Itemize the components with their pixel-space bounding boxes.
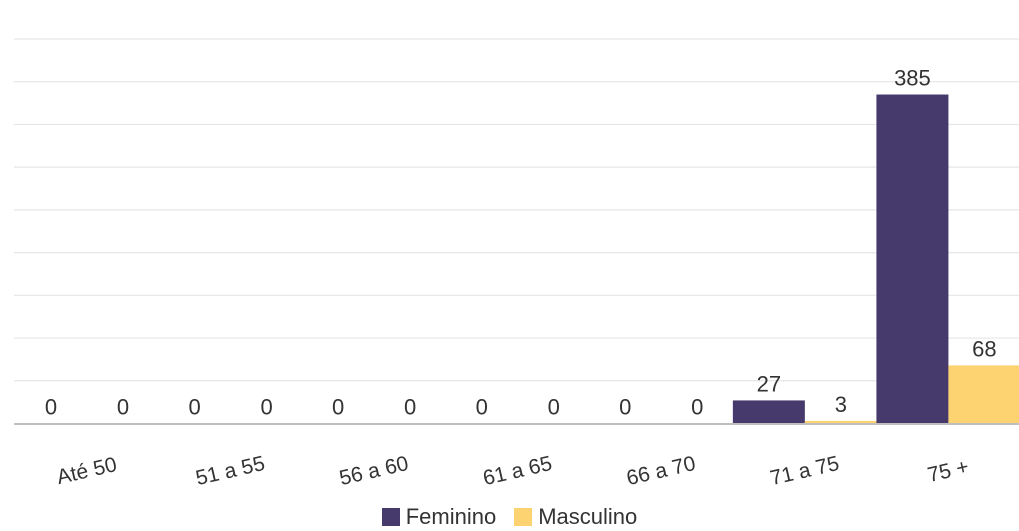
- data-label: 3: [835, 392, 847, 417]
- x-tick-label: Até 50: [55, 453, 119, 489]
- x-tick-label: 71 a 75: [768, 452, 841, 490]
- bar-feminino: [876, 94, 949, 424]
- data-label: 0: [45, 395, 57, 420]
- legend-swatch-feminino: [381, 508, 400, 526]
- legend-label-feminino: Feminino: [405, 504, 497, 529]
- legend-item-masculino: Masculino: [514, 504, 637, 530]
- data-label: 0: [476, 395, 488, 420]
- legend-label-masculino: Masculino: [538, 504, 638, 529]
- data-label: 0: [548, 395, 560, 420]
- x-tick-label: 66 a 70: [624, 452, 697, 490]
- bar-feminino: [732, 400, 805, 424]
- legend-item-feminino: Feminino: [381, 504, 497, 530]
- data-label: 0: [117, 395, 129, 420]
- bar-masculino: [804, 420, 877, 424]
- bar-masculino: [948, 365, 1019, 424]
- value-labels: 0 0 0 0 0 0 0 0 0 0 27 3 385 68: [45, 66, 997, 420]
- bars: [732, 94, 1019, 424]
- data-label: 0: [260, 395, 272, 420]
- data-label: 0: [619, 395, 631, 420]
- x-tick-label: 56 a 60: [337, 452, 410, 490]
- data-label: 0: [332, 395, 344, 420]
- data-label: 0: [404, 395, 416, 420]
- legend: Feminino Masculino: [0, 503, 1019, 531]
- data-label: 0: [691, 395, 703, 420]
- x-tick-label: 61 a 65: [481, 452, 554, 490]
- x-tick-label: 51 a 55: [194, 452, 267, 490]
- data-label: 0: [188, 395, 200, 420]
- x-tick-labels: Até 50 51 a 55 56 a 60 61 a 65 66 a 70 71 a 7…: [55, 452, 971, 490]
- data-label: 385: [894, 66, 931, 91]
- data-label: 68: [972, 336, 996, 361]
- gridlines: [14, 38, 1019, 382]
- legend-swatch-masculino: [514, 508, 533, 526]
- x-tick-label: 75 +: [925, 455, 971, 487]
- data-label: 27: [757, 371, 781, 396]
